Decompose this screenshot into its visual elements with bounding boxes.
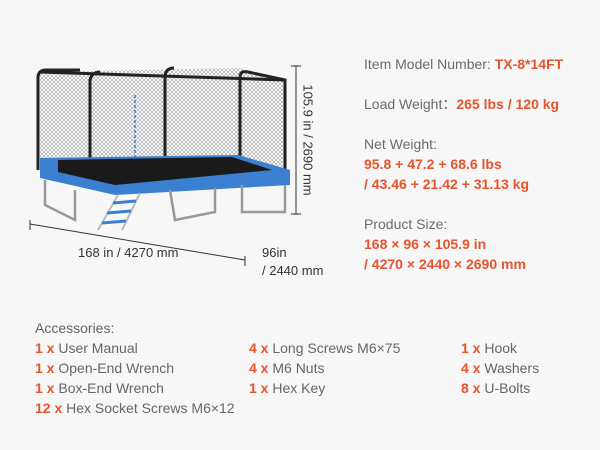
accessory-item: 1 x User Manual: [35, 340, 138, 356]
net-weight: Net Weight: 95.8 + 47.2 + 68.6 lbs / 43.…: [364, 134, 529, 194]
accessory-item: 4 x M6 Nuts: [249, 360, 325, 376]
model-value: TX-8*14FT: [494, 56, 564, 72]
accessory-item: 4 x Washers: [461, 360, 540, 376]
model-label: Item Model Number:: [364, 56, 495, 72]
size-line2: / 4270 × 2440 × 2690 mm: [364, 256, 526, 272]
accessory-item: 1 x Hook: [461, 340, 518, 356]
accessory-item: 4 x Long Screws M6×75: [249, 340, 401, 356]
load-weight: Load Weight：265 lbs / 120 kg: [364, 94, 559, 114]
accessory-item: 8 x U-Bolts: [461, 380, 531, 396]
width-line1: 96in: [262, 245, 287, 260]
accessory-item: 12 x Hex Socket Screws M6×12: [35, 400, 235, 416]
accessory-item: 1 x Open-End Wrench: [35, 360, 175, 376]
accessories-title: Accessories:: [35, 320, 115, 336]
net-line2: / 43.46 + 21.42 + 31.13 kg: [364, 176, 530, 192]
net-line1: 95.8 + 47.2 + 68.6 lbs: [364, 156, 502, 172]
trampoline-image: [29, 65, 301, 266]
width-dimension: 96in / 2440 mm: [262, 244, 323, 280]
accessory-item: 1 x Hex Key: [249, 380, 326, 396]
accessories-col-3: 1 x Hook 4 x Washers 8 x U-Bolts: [461, 338, 539, 398]
load-label: Load Weight：: [364, 96, 457, 112]
length-dimension: 168 in / 4270 mm: [78, 245, 179, 260]
net-label: Net Weight:: [364, 136, 437, 152]
size-label: Product Size:: [364, 216, 448, 232]
product-size: Product Size: 168 × 96 × 105.9 in / 4270…: [364, 214, 526, 274]
load-value: 265 lbs / 120 kg: [456, 96, 560, 112]
accessories-col-1: 1 x User Manual 1 x Open-End Wrench 1 x …: [35, 338, 235, 418]
accessories-col-2: 4 x Long Screws M6×75 4 x M6 Nuts 1 x He…: [249, 338, 400, 398]
size-line1: 168 × 96 × 105.9 in: [364, 236, 487, 252]
model-number: Item Model Number: TX-8*14FT: [364, 54, 563, 74]
width-line2: / 2440 mm: [262, 263, 324, 278]
height-dimension: 105.9 in / 2690 mm: [300, 84, 316, 196]
accessory-item: 1 x Box-End Wrench: [35, 380, 164, 396]
